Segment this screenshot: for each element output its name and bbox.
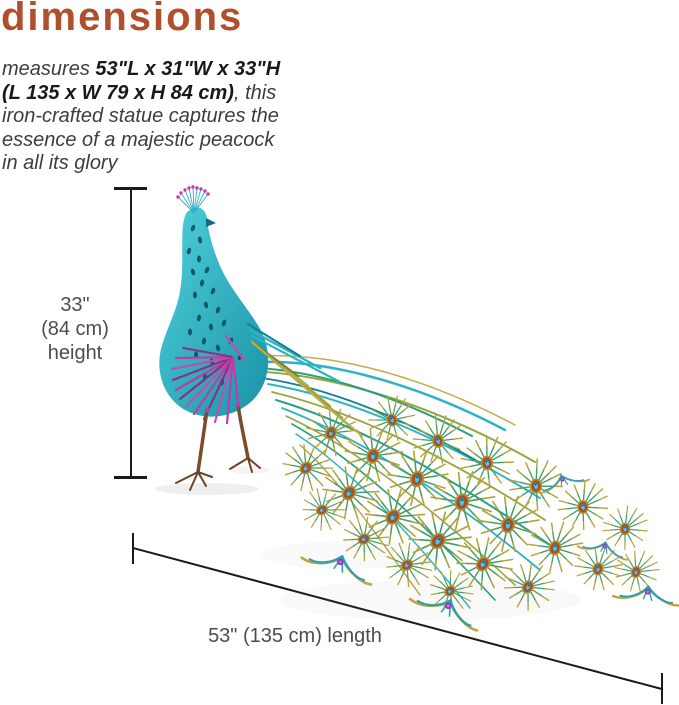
description-line: essence of a majestic peacock bbox=[2, 128, 275, 151]
magenta-plume bbox=[170, 334, 246, 425]
shadow-reflection bbox=[155, 466, 580, 620]
height-dimension-line bbox=[130, 188, 132, 478]
description-line: iron-crafted statue captures the bbox=[2, 105, 279, 128]
wing-feathers bbox=[250, 340, 363, 437]
rump-feathers bbox=[247, 323, 342, 384]
description-line: measures 53"L x 31"W x 33"H bbox=[2, 58, 281, 80]
description-line: in all its glory bbox=[2, 152, 118, 175]
length-dimension-cap-left bbox=[132, 533, 134, 564]
height-dimension-cap-bottom bbox=[114, 476, 147, 479]
length-dimension-cap-right bbox=[661, 673, 663, 704]
head-crest bbox=[176, 185, 210, 214]
description-line: (L 135 x W 79 x H 84 cm), this bbox=[2, 81, 277, 104]
legs-and-feet bbox=[175, 402, 261, 491]
product-description: measures 53"L x 31"W x 33"H (L 135 x W 7… bbox=[2, 58, 372, 176]
length-dimension-label: 53" (135 cm) length bbox=[208, 625, 382, 647]
body-spots bbox=[186, 224, 243, 386]
height-dimension-label: 33" (84 cm) height bbox=[41, 294, 109, 364]
peacock-body bbox=[159, 185, 363, 491]
height-dimension-cap-top bbox=[114, 187, 147, 190]
page-title: dimensions bbox=[1, 0, 244, 39]
